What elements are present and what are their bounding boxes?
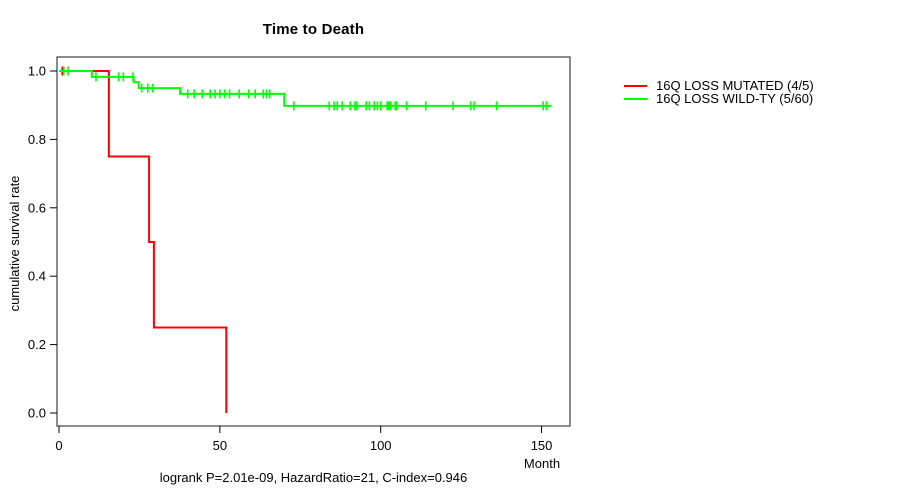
svg-text:0: 0 [55,438,62,453]
svg-text:0.0: 0.0 [28,406,46,421]
legend-item-wildtype: 16Q LOSS WILD-TY (5/60) [624,92,814,105]
x-axis-unit-label: Month [523,456,561,471]
svg-text:0.4: 0.4 [28,269,46,284]
svg-text:1.0: 1.0 [28,64,46,79]
svg-text:50: 50 [213,438,227,453]
legend-label: 16Q LOSS WILD-TY (5/60) [656,91,814,106]
chart-title: Time to Death [262,21,365,38]
y-axis-label: cumulative survival rate [7,175,22,312]
legend-item-mutated: 16Q LOSS MUTATED (4/5) [624,79,814,92]
svg-text:0.6: 0.6 [28,200,46,215]
svg-text:100: 100 [370,438,392,453]
stats-annotation: logrank P=2.01e-09, HazardRatio=21, C-in… [159,470,468,485]
svg-text:150: 150 [531,438,553,453]
legend-label: 16Q LOSS MUTATED (4/5) [656,78,814,93]
legend-swatch-red-line [624,84,647,87]
legend: 16Q LOSS MUTATED (4/5) 16Q LOSS WILD-TY … [624,79,814,105]
svg-text:0.2: 0.2 [28,337,46,352]
legend-swatch-green-line [624,97,647,100]
svg-text:0.8: 0.8 [28,132,46,147]
